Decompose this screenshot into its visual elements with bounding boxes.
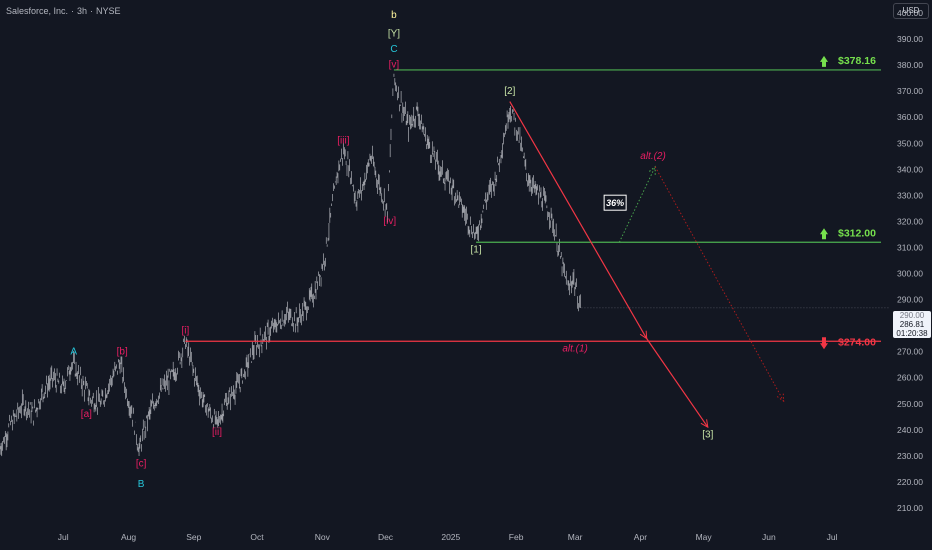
x-tick-label: May <box>696 532 713 542</box>
level-label: $378.16 <box>838 55 876 67</box>
projection-line <box>509 101 648 339</box>
y-tick-label: 380.00 <box>897 60 923 70</box>
y-tick-label: 350.00 <box>897 138 923 148</box>
projection-line <box>654 166 785 402</box>
y-tick-label: 300.00 <box>897 269 923 279</box>
x-tick-label: Nov <box>315 532 331 542</box>
wave-label: [v] <box>389 60 400 71</box>
x-tick-label: Aug <box>121 532 136 542</box>
x-tick-label: 2025 <box>441 532 460 542</box>
wave-label: C <box>390 44 397 55</box>
last-price-label: 290.00 286.81 01:20:38 <box>893 311 931 338</box>
x-tick-label: Jul <box>58 532 69 542</box>
y-tick-label: 220.00 <box>897 477 923 487</box>
wave-label: [i] <box>181 325 189 336</box>
last-price-extra: 290.00 <box>899 311 925 320</box>
wave-label: [b] <box>117 346 128 357</box>
wave-label: alt.(2) <box>640 151 666 162</box>
up-arrow-icon <box>820 228 828 240</box>
wave-label: [1] <box>471 245 482 256</box>
x-tick-label: Jun <box>762 532 776 542</box>
wave-label: [Y] <box>388 28 400 39</box>
level-label: $312.00 <box>838 227 876 239</box>
y-tick-label: 310.00 <box>897 242 923 252</box>
probability-badge-text: 36% <box>606 198 624 208</box>
x-tick-label: Apr <box>634 532 647 542</box>
wave-label: [3] <box>702 430 713 441</box>
x-tick-label: Mar <box>568 532 583 542</box>
y-tick-label: 250.00 <box>897 399 923 409</box>
x-tick-label: Dec <box>378 532 394 542</box>
arrowhead-icon <box>776 393 785 403</box>
wave-label: b <box>391 10 397 21</box>
wave-label: [ii] <box>212 427 222 438</box>
currency-button[interactable]: USD <box>893 3 929 19</box>
y-tick-label: 270.00 <box>897 347 923 357</box>
last-price-value: 286.81 <box>899 320 925 329</box>
up-arrow-icon <box>820 55 828 67</box>
x-tick-label: Feb <box>509 532 524 542</box>
y-tick-label: 290.00 <box>897 295 923 305</box>
y-tick-label: 330.00 <box>897 190 923 200</box>
y-tick-label: 320.00 <box>897 216 923 226</box>
wave-label: [2] <box>504 86 515 97</box>
header-separator: · <box>90 6 94 16</box>
level-label: $274.00 <box>838 336 876 348</box>
y-tick-label: 390.00 <box>897 34 923 44</box>
y-tick-label: 260.00 <box>897 373 923 383</box>
y-tick-label: 340.00 <box>897 164 923 174</box>
wave-label: A <box>70 346 77 357</box>
exchange-label: NYSE <box>96 6 121 16</box>
wave-label: [c] <box>136 458 147 469</box>
projection-line <box>646 338 709 428</box>
wave-label: [iv] <box>383 216 396 227</box>
wave-label: [a] <box>81 409 92 420</box>
header-separator: · <box>71 6 75 16</box>
x-tick-label: Sep <box>186 532 201 542</box>
probability-badge <box>603 194 627 211</box>
arrowhead-icon <box>648 165 656 175</box>
y-tick-label: 400.00 <box>897 8 923 18</box>
arrowhead-icon <box>700 419 709 429</box>
y-tick-label: 210.00 <box>897 503 923 513</box>
y-tick-label: 360.00 <box>897 112 923 122</box>
interval-label: 3h <box>77 6 88 16</box>
down-arrow-icon <box>820 337 828 350</box>
y-tick-label: 240.00 <box>897 425 923 435</box>
symbol-name: Salesforce, Inc. <box>6 6 69 16</box>
x-tick-label: Jul <box>827 532 838 542</box>
wave-label: alt.(1) <box>562 344 588 355</box>
wave-label: [iii] <box>337 135 349 146</box>
bar-countdown: 01:20:38 <box>896 329 928 338</box>
y-tick-label: 370.00 <box>897 86 923 96</box>
wave-label: B <box>138 479 145 490</box>
y-tick-label: 230.00 <box>897 451 923 461</box>
x-tick-label: Oct <box>250 532 264 542</box>
symbol-header: Salesforce, Inc. · 3h · NYSE <box>6 6 124 16</box>
